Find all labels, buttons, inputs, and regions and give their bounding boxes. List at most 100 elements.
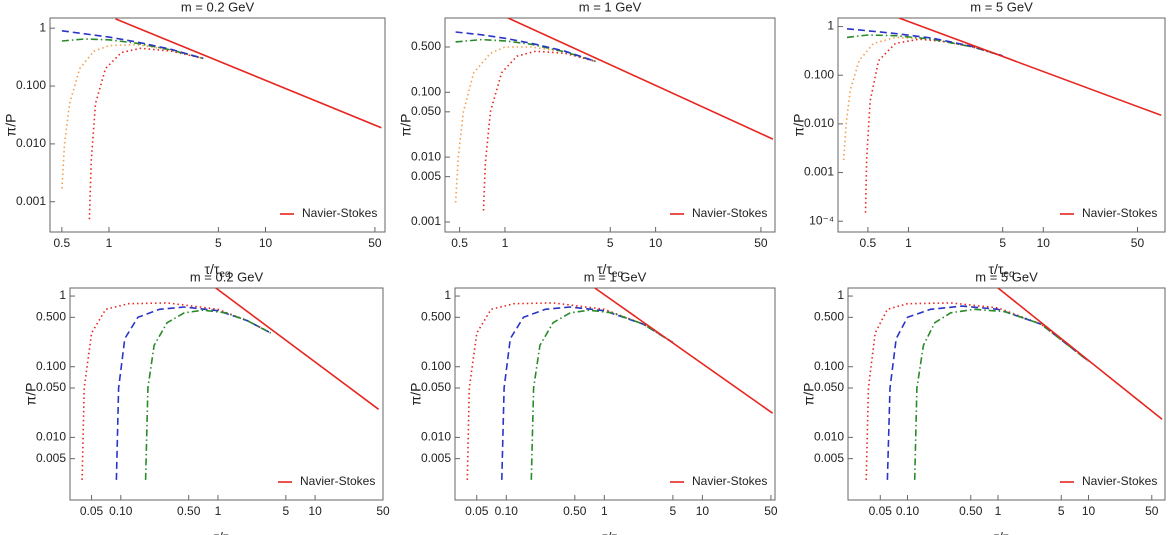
x-axis-label-main: τ/τ — [988, 261, 1003, 277]
series-line — [507, 18, 774, 140]
series-group — [842, 18, 1162, 213]
x-axis-label-sub: eq — [612, 269, 623, 280]
chart-title: m = 0.2 GeV — [190, 269, 264, 284]
x-tick-label: 50 — [1131, 236, 1145, 250]
series-line — [115, 18, 382, 129]
series-group — [466, 288, 774, 480]
x-tick-label: 5 — [999, 236, 1006, 250]
x-tick-label: 0.05 — [80, 504, 104, 518]
legend-label: Navier-Stokes — [692, 474, 767, 488]
y-tick-label: 1 — [444, 288, 451, 302]
y-tick-label: 0.005 — [421, 451, 451, 465]
x-tick-label: 0.10 — [109, 504, 133, 518]
y-tick-label: 10⁻⁴ — [809, 213, 834, 227]
x-axis-label-main: τ/τ — [204, 261, 219, 277]
series-group — [61, 18, 382, 220]
series-line — [530, 309, 674, 480]
x-tick-label: 10 — [259, 236, 273, 250]
x-tick-label: 1 — [601, 504, 608, 518]
x-tick-label: 5 — [215, 236, 222, 250]
legend-label: Navier-Stokes — [300, 474, 375, 488]
x-tick-label: 1 — [502, 236, 509, 250]
y-tick-label: 0.050 — [36, 380, 66, 394]
chart-title: m = 0.2 GeV — [181, 0, 255, 14]
series-group — [81, 288, 380, 480]
series-line — [61, 38, 204, 60]
x-tick-label: 10 — [649, 236, 663, 250]
x-tick-label: 5 — [283, 504, 290, 518]
chart-title: m = 5 GeV — [970, 0, 1033, 14]
y-tick-label: 0.010 — [804, 116, 834, 130]
x-axis-label-sub: eq — [1003, 269, 1014, 280]
panel: m = 5 GeV 0.5 1 5 10 50 1 0.100 0.010 0.001 10⁻⁴ τ/… — [791, 0, 1166, 280]
legend-label: Navier-Stokes — [1082, 474, 1157, 488]
y-axis-label: π/P — [801, 383, 817, 406]
y-tick-label: 0.500 — [411, 39, 441, 53]
series-line — [501, 306, 674, 480]
y-tick-label: 0.010 — [36, 430, 66, 444]
y-axis-label: π/P — [3, 114, 19, 137]
x-tick-label: 10 — [1082, 504, 1096, 518]
x-tick-label: 5 — [1058, 504, 1065, 518]
x-tick-label: 50 — [754, 236, 768, 250]
series-line — [865, 302, 1089, 480]
y-tick-label: 0.100 — [411, 84, 441, 98]
x-tick-label: 50 — [376, 504, 390, 518]
x-tick-label: 1 — [215, 504, 222, 518]
x-axis-label: τ/τeq — [602, 529, 628, 535]
y-tick-label: 0.010 — [16, 136, 46, 150]
x-tick-label: 0.5 — [451, 236, 468, 250]
panel: m = 0.2 GeV 0.05 0.10 0.50 1 5 10 50 1 0.500 0.100… — [23, 269, 390, 535]
plot-frame — [837, 17, 1166, 233]
y-axis-label: π/P — [398, 114, 414, 137]
x-tick-label: 0.50 — [959, 504, 983, 518]
x-axis-label: τ/τeq — [993, 529, 1019, 535]
series-line — [454, 46, 596, 203]
series-line — [898, 18, 1162, 117]
series-line — [482, 50, 596, 211]
panel: m = 5 GeV 0.05 0.10 0.50 1 5 10 50 1 0.500 0.100 0.… — [801, 269, 1166, 535]
x-tick-label: 0.05 — [869, 504, 893, 518]
x-tick-label: 1 — [905, 236, 912, 250]
series-line — [455, 38, 596, 63]
y-tick-label: 0.010 — [411, 149, 441, 163]
x-tick-label: 0.10 — [896, 504, 920, 518]
x-tick-label: 0.50 — [177, 504, 201, 518]
y-tick-label: 0.100 — [421, 359, 451, 373]
x-tick-label: 10 — [696, 504, 710, 518]
series-line — [81, 302, 272, 480]
series-group — [865, 288, 1163, 480]
plot-frame — [69, 287, 384, 501]
y-axis-label: π/P — [23, 383, 39, 406]
y-tick-label: 0.005 — [814, 451, 844, 465]
series-line — [466, 302, 674, 480]
x-tick-label: 1 — [995, 504, 1002, 518]
panel: m = 0.2 GeV 0.5 1 5 10 50 1 0.100 0.010 0.001 τ/τe… — [3, 0, 386, 280]
x-tick-label: 50 — [368, 236, 382, 250]
y-tick-label: 0.500 — [36, 309, 66, 323]
y-tick-label: 1 — [39, 20, 46, 34]
y-tick-label: 0.001 — [411, 214, 441, 228]
y-tick-label: 0.500 — [421, 309, 451, 323]
x-tick-label: 10 — [308, 504, 322, 518]
x-tick-label: 50 — [764, 504, 778, 518]
chart-title: m = 1 GeV — [584, 269, 647, 284]
series-line — [997, 288, 1163, 420]
x-tick-label: 1 — [106, 236, 113, 250]
y-tick-label: 0.500 — [814, 309, 844, 323]
panel: m = 1 GeV 0.5 1 5 10 50 0.500 0.100 0.050 0.010 0.… — [398, 0, 776, 280]
y-tick-label: 0.050 — [421, 380, 451, 394]
x-axis-label-main: τ/τ — [213, 529, 228, 535]
x-tick-label: 0.05 — [465, 504, 489, 518]
plot-frame — [454, 287, 776, 501]
y-tick-label: 0.001 — [804, 165, 834, 179]
y-tick-label: 0.100 — [16, 78, 46, 92]
series-line — [913, 308, 1089, 480]
chart-title: m = 1 GeV — [579, 0, 642, 14]
legend-label: Navier-Stokes — [302, 206, 377, 220]
plot-frame — [444, 17, 776, 233]
chart-title: m = 5 GeV — [975, 269, 1038, 284]
series-line — [886, 305, 1089, 480]
series-line — [846, 34, 1003, 57]
x-tick-label: 0.50 — [563, 504, 587, 518]
